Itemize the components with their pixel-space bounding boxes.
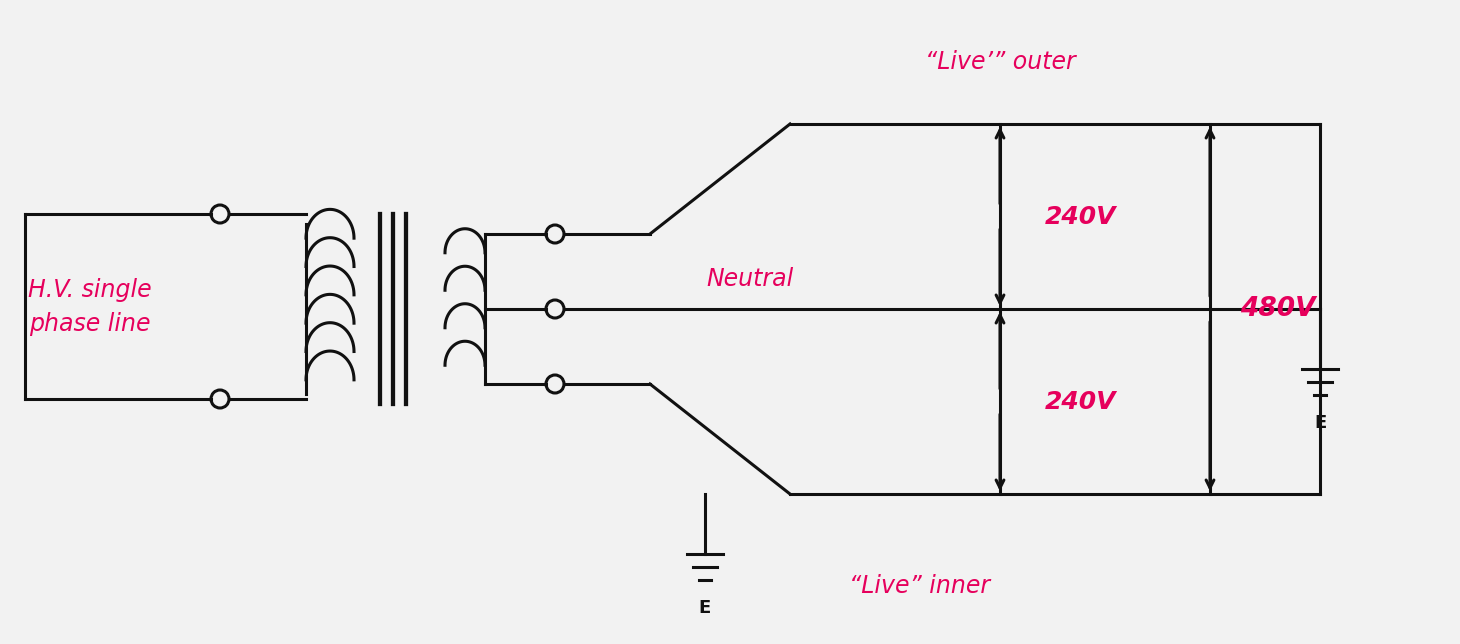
Text: “Live’” outer: “Live’” outer — [924, 50, 1076, 74]
Text: H.V. single
phase line: H.V. single phase line — [28, 278, 152, 336]
Text: E: E — [699, 599, 711, 617]
Text: 480V: 480V — [1240, 296, 1315, 322]
Text: 240V: 240V — [1045, 390, 1117, 413]
Text: E: E — [1314, 414, 1326, 432]
Text: Neutral: Neutral — [707, 267, 794, 291]
Text: 240V: 240V — [1045, 205, 1117, 229]
Text: “Live” inner: “Live” inner — [850, 574, 990, 598]
